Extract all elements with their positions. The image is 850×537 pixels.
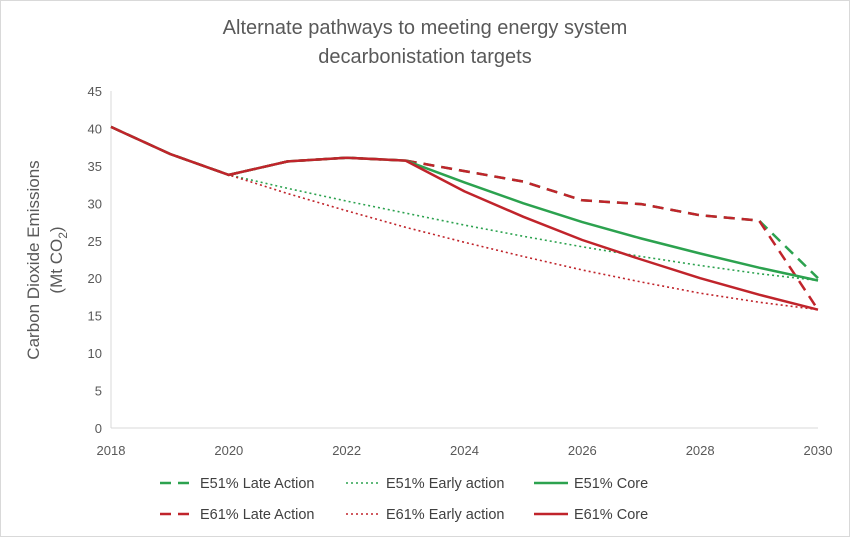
x-tick-label: 2028 <box>686 443 715 458</box>
series-lines <box>110 125 820 311</box>
tick-labels: 0 5 10 15 20 25 30 35 40 45 2018 2020 2022 2024 2026 20… <box>88 84 833 458</box>
y-tick-label: 0 <box>95 421 102 436</box>
y-tick-label: 45 <box>88 84 102 99</box>
legend-label: E51% Late Action <box>200 476 314 492</box>
chart-title: Alternate pathways to meeting energy sys… <box>223 17 628 68</box>
legend-label: E61% Late Action <box>200 507 314 523</box>
y-axis-label-unit: (Mt CO <box>47 239 66 294</box>
y-tick-label: 30 <box>88 196 102 211</box>
y-tick-label: 25 <box>88 234 102 249</box>
y-axis-label-subscript: 2 <box>56 232 70 239</box>
y-tick-label: 20 <box>88 271 102 286</box>
y-axis-label-line-1: Carbon Dioxide Emissions <box>24 160 43 359</box>
x-tick-label: 2030 <box>804 443 833 458</box>
y-axis-label-close: ) <box>47 226 66 232</box>
x-tick-label: 2026 <box>568 443 597 458</box>
x-tick-label: 2024 <box>450 443 479 458</box>
series-line <box>110 125 819 311</box>
y-axis-label: Carbon Dioxide Emissions (Mt CO2) <box>24 160 70 359</box>
y-tick-label: 35 <box>88 159 102 174</box>
y-tick-label: 5 <box>95 384 102 399</box>
x-tick-label: 2020 <box>214 443 243 458</box>
legend-label: E61% Early action <box>386 507 504 523</box>
legend-label: E51% Early action <box>386 476 504 492</box>
chart-title-line-2: decarbonistation targets <box>318 46 531 68</box>
y-tick-label: 15 <box>88 309 102 324</box>
series-line <box>110 125 819 282</box>
y-tick-label: 40 <box>88 121 102 136</box>
x-tick-label: 2022 <box>332 443 361 458</box>
x-tick-label: 2018 <box>97 443 126 458</box>
y-axis-label-line-2: (Mt CO2) <box>47 226 70 293</box>
legend-label: E61% Core <box>574 507 648 523</box>
y-tick-label: 10 <box>88 346 102 361</box>
chart-title-line-1: Alternate pathways to meeting energy sys… <box>223 17 628 39</box>
axes <box>110 91 818 429</box>
legend: E51% Late Action E51% Early action E51% Co… <box>160 476 648 523</box>
legend-label: E51% Core <box>574 476 648 492</box>
